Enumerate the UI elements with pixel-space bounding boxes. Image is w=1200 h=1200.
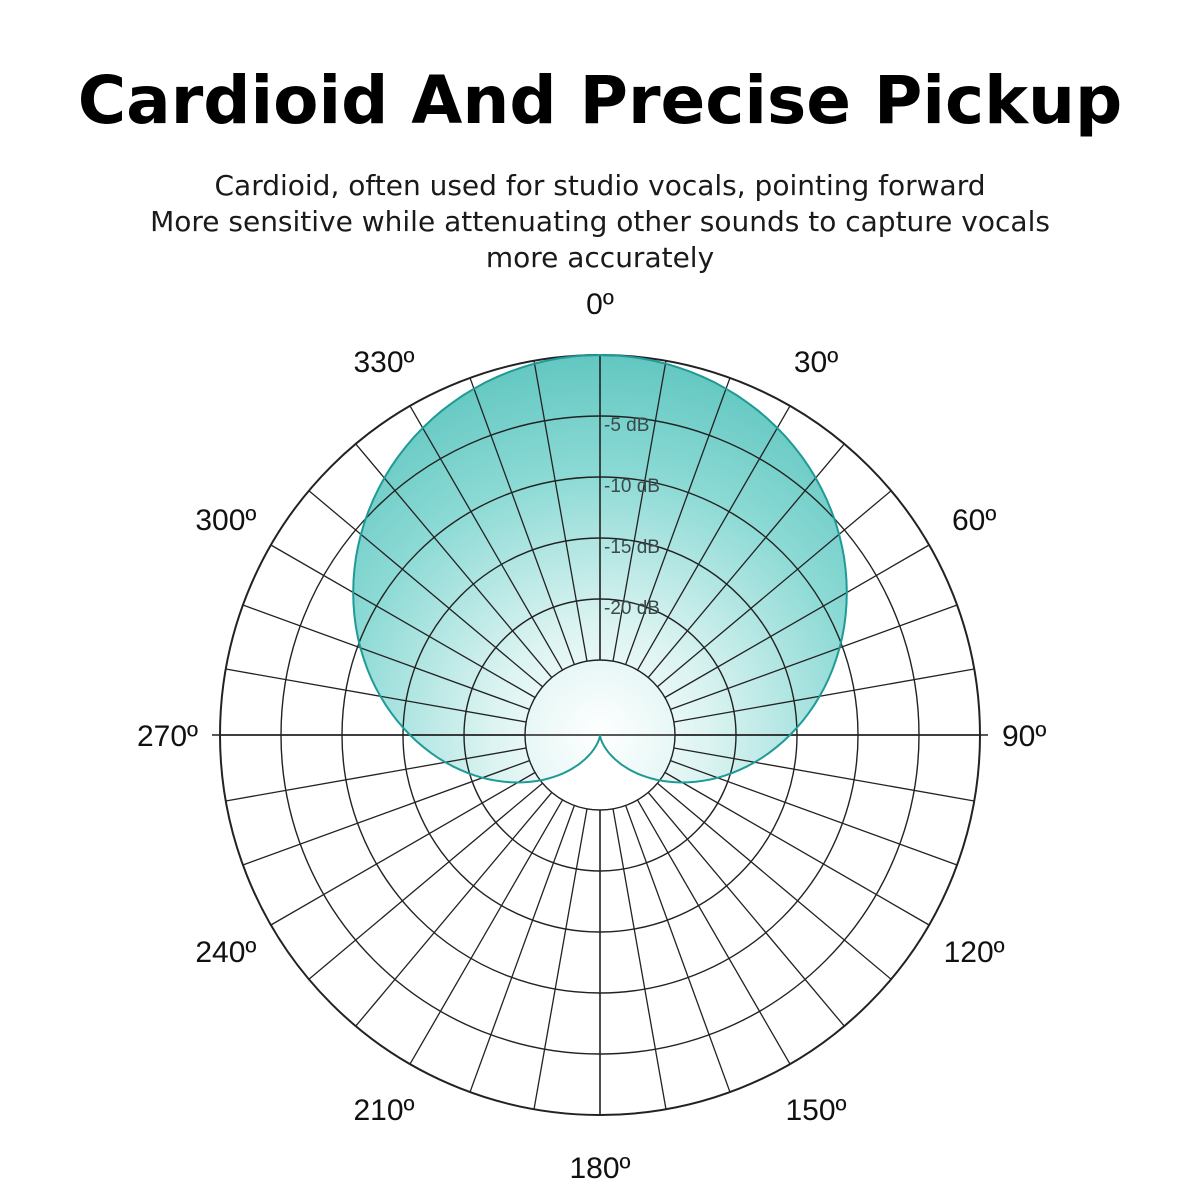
grid-ring — [402, 537, 798, 933]
angle-label: 210º — [353, 1094, 414, 1127]
grid-spoke — [242, 604, 530, 710]
grid-spoke — [670, 760, 958, 866]
grid-spoke — [270, 771, 536, 926]
subtitle: Cardioid, often used for studio vocals, … — [0, 168, 1200, 276]
radial-label: -10 dB — [604, 476, 660, 497]
grid-spoke — [670, 604, 958, 710]
cardioid-outline — [352, 353, 848, 784]
grid-spoke — [636, 799, 791, 1065]
radial-label: -15 dB — [604, 537, 660, 558]
subtitle-line-3: more accurately — [485, 241, 715, 274]
angle-label: 270º — [137, 720, 198, 753]
page-title: Cardioid And Precise Pickup — [77, 62, 1123, 139]
grid-spoke — [225, 668, 527, 723]
grid-ring — [524, 659, 676, 811]
pattern-outline-layer — [352, 353, 848, 784]
grid-spoke — [242, 760, 530, 866]
grid-spoke — [355, 792, 553, 1027]
grid-ring — [463, 598, 737, 872]
subtitle-line-1: Cardioid, often used for studio vocals, … — [214, 169, 986, 202]
grid-ring — [341, 476, 859, 994]
grid-spoke — [469, 377, 575, 665]
grid-spoke — [647, 443, 845, 678]
grid-spoke — [270, 544, 536, 699]
radial-label: -20 dB — [604, 598, 660, 619]
grid-spoke — [673, 668, 975, 723]
radial-labels: -5 dB -10 dB -15 dB -20 dB — [604, 415, 660, 619]
angle-label: 300º — [195, 504, 256, 537]
grid-spoke — [308, 490, 543, 688]
grid-spoke — [664, 544, 930, 699]
angle-label: 180º — [569, 1152, 630, 1185]
grid-spoke — [225, 747, 527, 802]
grid-spoke — [612, 360, 667, 662]
grid-spoke — [533, 360, 588, 662]
grid-spoke — [625, 377, 731, 665]
grid-spoke — [673, 747, 975, 802]
angle-label: 120º — [944, 936, 1005, 969]
grid-spoke — [647, 792, 845, 1027]
angle-label: 90º — [1002, 720, 1046, 753]
grid-spoke — [664, 771, 930, 926]
grid-spoke — [636, 405, 791, 671]
subtitle-line-2: More sensitive while attenuating other s… — [150, 205, 1050, 238]
angle-label: 60º — [952, 504, 996, 537]
grid-spoke — [409, 799, 564, 1065]
angle-label: 0º — [586, 288, 614, 321]
grid-spoke — [355, 443, 553, 678]
grid-spoke — [657, 490, 892, 688]
grid-spoke — [469, 805, 575, 1093]
radial-label: -5 dB — [604, 415, 649, 436]
angle-labels: 0º 30º 60º 90º 120º 150º 180º 210º 240º 270º 300º 3… — [137, 288, 1046, 1185]
grid-ring — [280, 415, 920, 1055]
grid-spoke — [409, 405, 564, 671]
grid-spoke — [657, 782, 892, 980]
grid-spoke — [533, 808, 588, 1110]
grid-spoke — [308, 782, 543, 980]
grid-spoke — [625, 805, 731, 1093]
grid-spoke — [612, 808, 667, 1110]
angle-label: 330º — [353, 346, 414, 379]
angle-label: 30º — [794, 346, 838, 379]
angle-label: 240º — [195, 936, 256, 969]
angle-label: 150º — [785, 1094, 846, 1127]
